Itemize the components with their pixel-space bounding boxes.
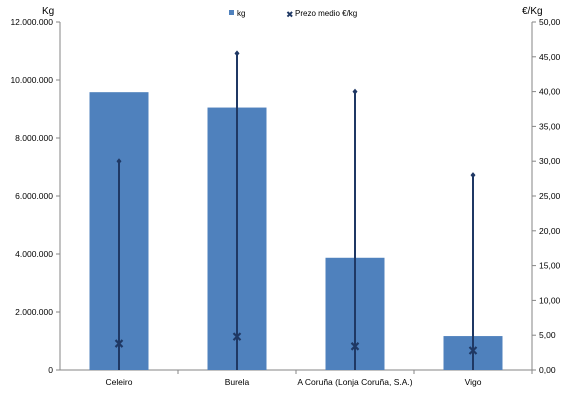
- category-label: Burela: [225, 377, 250, 387]
- category-labels: Celeiro Burela A Coruña (Lonja Coruña, S.A…: [106, 377, 482, 387]
- y-left-tick-label: 2.000.000: [15, 307, 53, 317]
- legend-marker-price: ✖: [286, 11, 294, 21]
- legend-label-kg: kg: [237, 9, 245, 18]
- price-average-marker: [468, 346, 478, 355]
- y-right-tick-label: 15,00: [539, 261, 561, 271]
- legend-swatch-kg: [229, 10, 234, 15]
- legend-label-price: Prezo medio €/kg: [295, 9, 357, 18]
- y-left-tick-label: 4.000.000: [15, 249, 53, 259]
- price-average-marker: [114, 339, 124, 348]
- price-max-marker: [470, 172, 476, 179]
- y-left-tick-label: 12.000.000: [10, 17, 53, 27]
- ticks: 0 2.000.000 4.000.000 6.000.000 8.000.000 10.…: [10, 17, 560, 375]
- y-right-tick-label: 45,00: [539, 52, 561, 62]
- legend: kg ✖ Prezo medio €/kg: [229, 9, 357, 21]
- y-right-tick-label: 50,00: [539, 17, 561, 27]
- y-left-tick-label: 8.000.000: [15, 133, 53, 143]
- category-label: A Coruña (Lonja Coruña, S.A.): [297, 377, 412, 387]
- y-left-tick-label: 10.000.000: [10, 75, 53, 85]
- y-right-tick-label: 40,00: [539, 87, 561, 97]
- y-axis-left-label: Kg: [42, 6, 54, 17]
- y-right-tick-label: 25,00: [539, 191, 561, 201]
- y-right-tick-label: 30,00: [539, 156, 561, 166]
- y-right-tick-label: 35,00: [539, 121, 561, 131]
- price-max-marker: [352, 88, 358, 95]
- price-average-marker: [232, 332, 242, 341]
- category-label: Celeiro: [106, 377, 133, 387]
- price-max-marker: [116, 158, 122, 165]
- y-left-tick-label: 0: [48, 365, 53, 375]
- y-right-tick-label: 20,00: [539, 226, 561, 236]
- price-ranges: [114, 50, 478, 370]
- bars: [89, 92, 503, 371]
- price-max-marker: [234, 50, 240, 57]
- category-label: Vigo: [465, 377, 482, 387]
- y-right-tick-label: 10,00: [539, 295, 561, 305]
- y-axis-right-label: €/Kg: [522, 6, 543, 17]
- y-right-tick-label: 5,00: [539, 330, 556, 340]
- price-average-marker: [350, 342, 360, 351]
- y-right-tick-label: 0,00: [539, 365, 556, 375]
- y-left-tick-label: 6.000.000: [15, 191, 53, 201]
